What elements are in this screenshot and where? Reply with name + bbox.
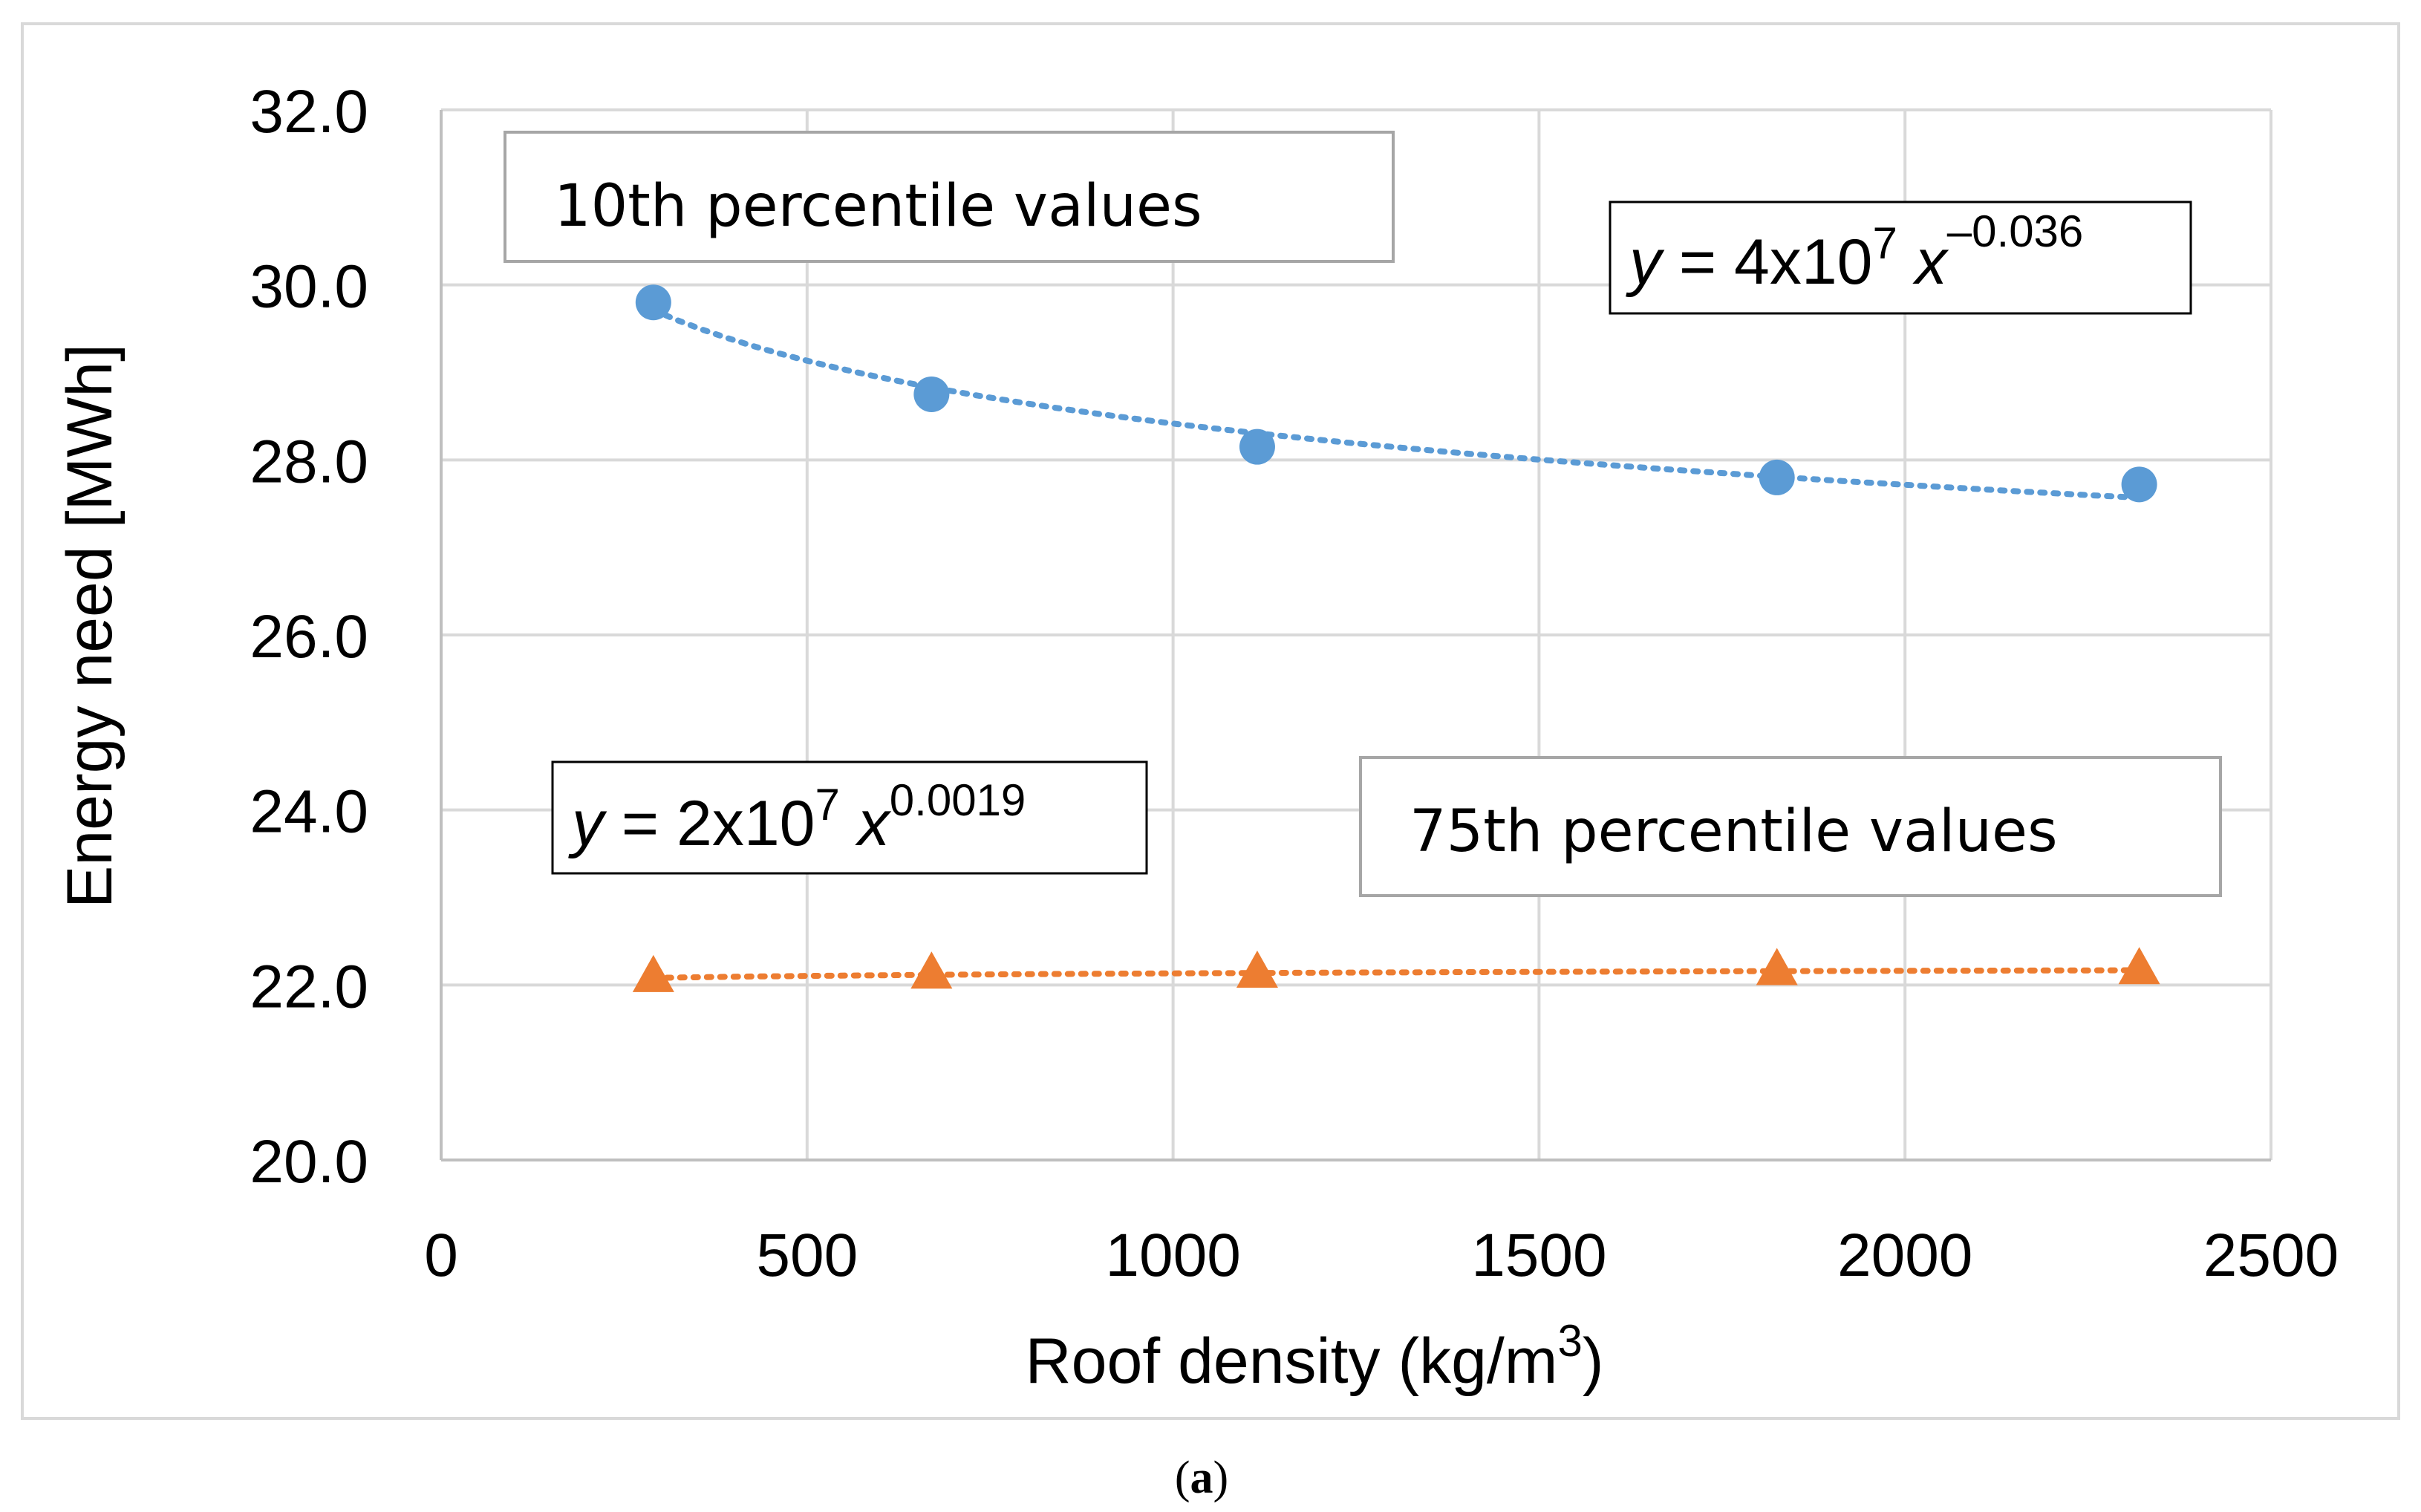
trendline-75th <box>650 967 2143 981</box>
data-point-75th <box>1236 951 1278 988</box>
x-axis-title-end: ) <box>1583 1326 1604 1397</box>
y-tick-label: 26.0 <box>250 603 368 671</box>
caption-close: ) <box>1213 1453 1229 1503</box>
x-tick-label: 2500 <box>2203 1222 2339 1289</box>
equation-10th-sup1: 7 <box>1873 218 1897 268</box>
x-axis-title-main: Roof density (kg/m <box>1026 1326 1558 1397</box>
y-tick-label: 24.0 <box>250 778 368 846</box>
label-box-10th: 10th percentile values <box>504 131 1395 263</box>
equation-10th-eq: = 4x10 <box>1661 227 1873 298</box>
y-tick-label: 28.0 <box>250 428 368 495</box>
equation-75th: y = 2x107 x0.0019 <box>568 775 1026 859</box>
x-axis-title: Roof density (kg/m3) <box>1026 1316 1604 1397</box>
equation-10th-x: x <box>1897 227 1949 298</box>
equation-10th-sup2: –0.036 <box>1947 206 2084 256</box>
caption-open: ( <box>1175 1453 1190 1503</box>
figure-caption: (a) <box>1175 1453 1228 1503</box>
caption-letter: a <box>1190 1453 1213 1503</box>
equation-75th-eq: = 2x10 <box>604 788 815 859</box>
data-point-10th <box>635 284 671 321</box>
y-tick-label: 20.0 <box>250 1128 368 1196</box>
x-tick-label: 1000 <box>1105 1222 1240 1289</box>
label-10th-text: 10th percentile values <box>554 173 1202 240</box>
data-point-10th <box>2121 466 2157 503</box>
equation-box-10th-frame <box>1609 201 2192 315</box>
data-point-75th <box>910 951 953 989</box>
y-tick-label: 22.0 <box>250 953 368 1020</box>
label-box-75th: 75th percentile values <box>1359 756 2222 897</box>
x-tick-label: 0 <box>424 1222 458 1289</box>
equation-75th-x: x <box>840 788 892 859</box>
equation-75th-y: y <box>568 788 607 859</box>
x-tick-labels: 0 500 1000 1500 2000 2500 <box>424 1222 2339 1289</box>
equation-box-10th: y = 4x107 x–0.036 <box>1609 201 2192 315</box>
x-axis-title-sup: 3 <box>1557 1316 1582 1366</box>
label-75th-text: 75th percentile values <box>1410 798 2058 865</box>
data-point-10th <box>1759 459 1795 495</box>
axes <box>440 110 2271 1161</box>
equation-box-75th: y = 2x107 x0.0019 <box>551 760 1148 875</box>
equation-10th: y = 4x107 x–0.036 <box>1626 206 2083 298</box>
trendlines <box>650 307 2143 981</box>
data-markers <box>632 284 2160 992</box>
label-box-10th-frame <box>504 131 1395 263</box>
label-box-75th-frame <box>1359 756 2222 897</box>
y-tick-label: 32.0 <box>250 78 368 146</box>
equation-75th-sup1: 7 <box>815 780 840 830</box>
data-point-10th <box>913 376 950 412</box>
data-point-10th <box>1239 428 1275 465</box>
y-tick-label: 30.0 <box>250 253 368 321</box>
x-tick-label: 2000 <box>1837 1222 1972 1289</box>
x-tick-label: 1500 <box>1471 1222 1606 1289</box>
y-axis-title: Energy need [MWh] <box>54 344 126 908</box>
equation-box-75th-frame <box>551 760 1148 875</box>
equation-75th-sup2: 0.0019 <box>890 775 1026 825</box>
data-point-75th <box>632 954 674 992</box>
equation-10th-y: y <box>1626 227 1665 298</box>
data-point-75th <box>2118 947 2160 985</box>
y-tick-labels: 20.0 22.0 24.0 26.0 28.0 30.0 32.0 <box>250 78 368 1196</box>
data-point-75th <box>1756 948 1798 985</box>
trendline-10th <box>650 307 2143 501</box>
x-tick-label: 500 <box>756 1222 858 1289</box>
